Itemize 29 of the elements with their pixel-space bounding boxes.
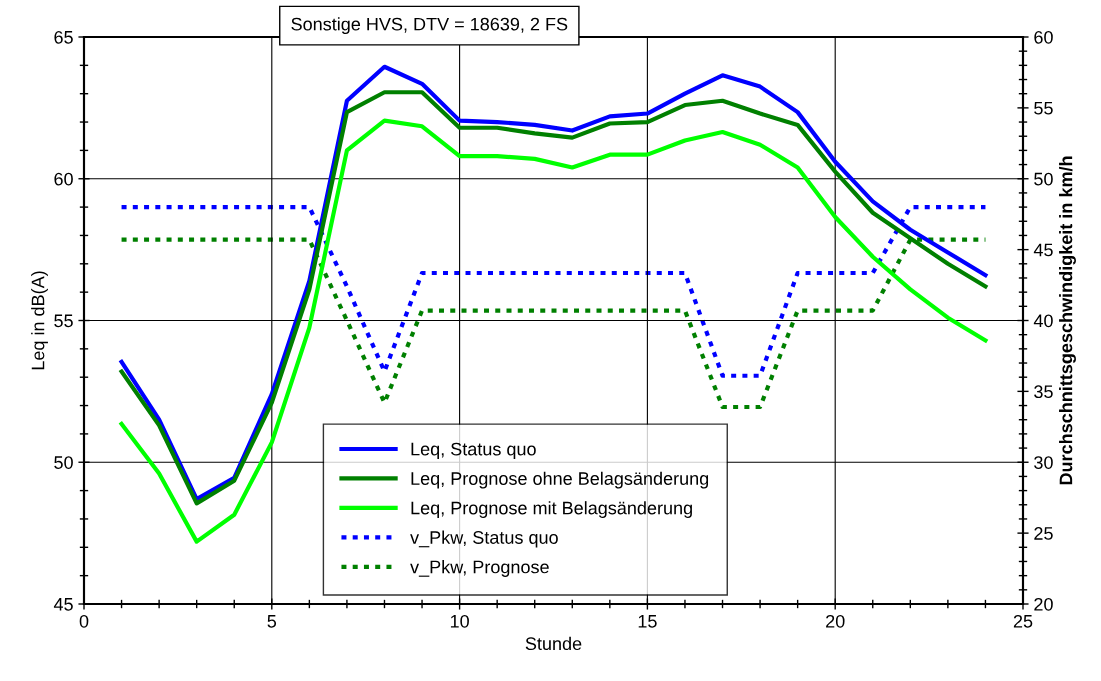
y2-tick-label: 20 <box>1034 597 1053 611</box>
y2-axis-title: Durchschnittsgeschwindigkeit in km/h <box>1059 156 1076 485</box>
legend-label: Leq, Prognose mit Belagsänderung <box>411 501 692 518</box>
y-tick-label: 60 <box>54 172 73 186</box>
y2-tick-label: 35 <box>1034 385 1053 399</box>
x-axis-title: Stunde <box>525 636 582 651</box>
x-tick-label: 5 <box>267 615 277 628</box>
y-tick-label: 55 <box>54 314 73 328</box>
y2-tick-label: 45 <box>1033 243 1053 257</box>
y2-tick-label: 60 <box>1034 30 1053 44</box>
y2-tick-label: 30 <box>1034 456 1053 469</box>
y-tick-label: 50 <box>54 456 73 469</box>
legend-label: Leq, Prognose ohne Belagsänderung <box>411 471 709 489</box>
y-axis-title: Leq in dB(A) <box>31 271 48 370</box>
y2-tick-label: 55 <box>1034 102 1053 115</box>
x-tick-label: 15 <box>638 615 657 628</box>
legend-label: v_Pkw, Status quo <box>410 530 558 548</box>
y-tick-label: 65 <box>54 30 73 44</box>
y-tick-label: 45 <box>53 598 73 611</box>
x-tick-label: 20 <box>826 614 845 628</box>
legend-label: Leq, Status quo <box>411 442 536 460</box>
y2-tick-label: 25 <box>1034 527 1053 540</box>
x-tick-label: 0 <box>79 614 89 628</box>
y2-tick-label: 40 <box>1033 314 1053 328</box>
chart-title: Sonstige HVS, DTV = 18639, 2 FS <box>291 17 568 35</box>
legend-label: v_Pkw, Prognose <box>410 560 549 577</box>
x-tick-label: 10 <box>450 614 469 628</box>
x-tick-label: 25 <box>1013 614 1033 628</box>
y2-tick-label: 50 <box>1034 172 1053 186</box>
